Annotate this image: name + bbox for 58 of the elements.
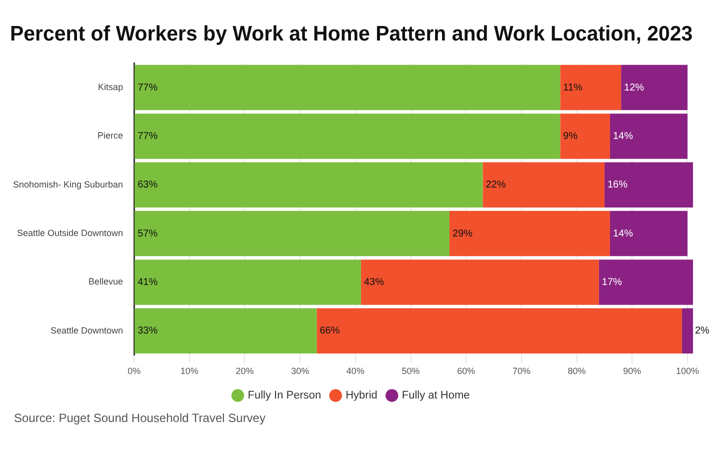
source-note: Source: Puget Sound Household Travel Survey: [14, 411, 266, 425]
bar: [482, 162, 604, 208]
data-label: 77%: [138, 82, 158, 94]
bar: [621, 64, 688, 110]
x-tick-label: 70%: [512, 366, 530, 376]
bar: [134, 162, 483, 208]
y-tick-label: Seattle Downtown: [50, 325, 124, 336]
data-label: 14%: [612, 228, 634, 240]
x-tick-label: 60%: [457, 366, 476, 376]
y-tick-label: Kitsap: [98, 82, 124, 92]
y-tick-label: Seattle Outside Downtown: [17, 228, 124, 238]
legend-label: Fully In Person: [248, 390, 322, 402]
data-label: 14%: [612, 130, 634, 142]
data-label: 66%: [320, 326, 340, 337]
x-tick-label: 10%: [180, 366, 198, 376]
data-label: 2%: [695, 326, 710, 337]
bar: [316, 308, 682, 354]
bar: [610, 114, 688, 159]
data-label: 41%: [138, 276, 158, 288]
bar: [560, 64, 622, 110]
bar: [134, 114, 560, 159]
data-label: 12%: [624, 82, 644, 94]
x-tick-label: 20%: [236, 366, 254, 376]
data-label: 33%: [138, 326, 158, 337]
chart-title: Percent of Workers by Work at Home Pattern and Work Location, 2023: [10, 22, 693, 46]
x-tick-label: 30%: [291, 366, 310, 376]
data-label: 57%: [138, 228, 158, 240]
x-tick-label: 0%: [128, 366, 141, 376]
legend-label: Fully at Home: [402, 390, 470, 402]
data-label: 9%: [563, 130, 578, 142]
data-label: 22%: [486, 180, 506, 191]
data-label: 17%: [602, 276, 622, 288]
data-label: 16%: [607, 180, 628, 191]
x-tick-label: 80%: [568, 366, 586, 376]
x-tick-label: 40%: [346, 366, 364, 376]
data-label: 43%: [364, 276, 384, 288]
data-label: 63%: [138, 180, 158, 191]
data-label: 11%: [563, 82, 583, 94]
bar: [682, 308, 693, 354]
y-tick-label: Snohomish- King Suburban: [12, 179, 124, 190]
bar: [134, 308, 317, 354]
y-tick-label: Bellevue: [88, 276, 124, 287]
bar: [598, 260, 693, 305]
bar: [134, 260, 361, 305]
bar: [450, 210, 610, 256]
bar: [610, 210, 688, 256]
bar: [604, 162, 693, 208]
x-tick-label: 100%: [676, 366, 699, 376]
bar: [560, 114, 610, 159]
bar: [360, 260, 599, 305]
x-tick-label: 90%: [623, 366, 642, 376]
y-tick-label: Pierce: [98, 130, 124, 141]
data-label: 77%: [138, 130, 158, 142]
data-label: 29%: [452, 228, 473, 240]
x-tick-label: 50%: [402, 366, 420, 376]
bar: [134, 210, 450, 256]
bar: [134, 64, 560, 110]
legend-label: Hybrid: [346, 390, 378, 402]
